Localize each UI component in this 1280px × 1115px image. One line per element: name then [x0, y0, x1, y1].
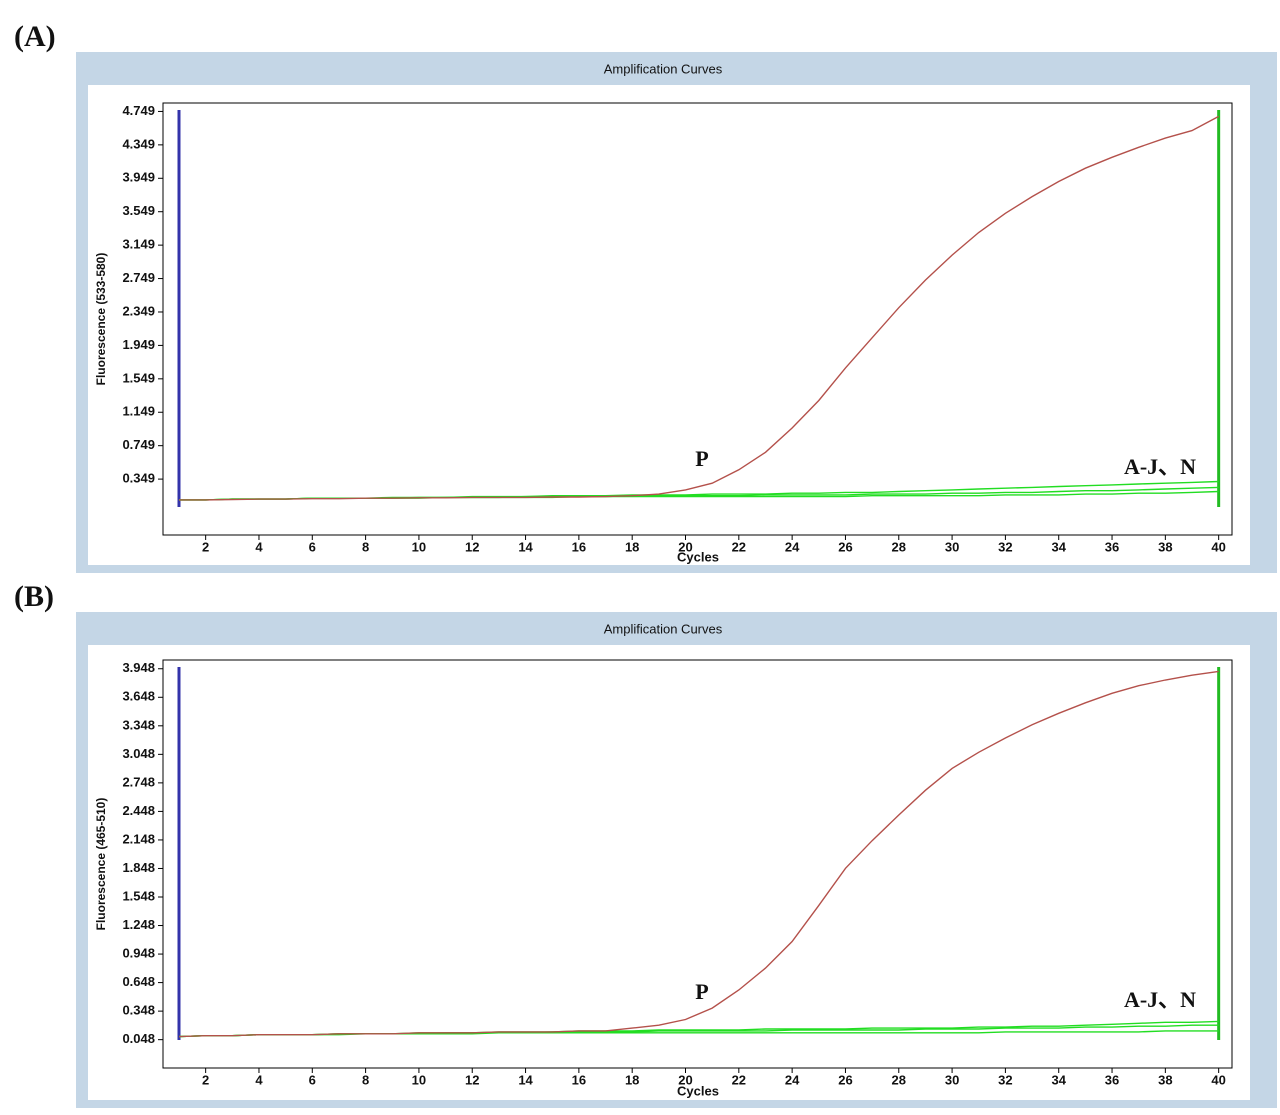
x-tick-label: 6 — [309, 1072, 316, 1087]
x-tick-label: 28 — [892, 539, 906, 554]
x-tick-label: 30 — [945, 1072, 959, 1087]
x-tick-label: 8 — [362, 539, 369, 554]
y-tick-label: 1.248 — [122, 917, 155, 932]
plot-frame — [162, 102, 1233, 536]
x-tick-label: 16 — [572, 539, 586, 554]
y-tick-label: 0.349 — [122, 471, 155, 486]
x-tick-label: 24 — [785, 1072, 800, 1087]
y-tick-label: 3.948 — [122, 660, 155, 675]
x-tick-label: 10 — [412, 539, 426, 554]
y-tick-label: 0.749 — [122, 437, 155, 452]
x-tick-label: 2 — [202, 1072, 209, 1087]
x-tick-label: 40 — [1211, 1072, 1225, 1087]
panel-label: (B) — [14, 580, 54, 613]
y-tick-label: 1.548 — [122, 888, 155, 903]
x-tick-label: 6 — [309, 539, 316, 554]
curve-annotation: A-J、N — [1124, 987, 1196, 1012]
x-tick-label: 18 — [625, 539, 639, 554]
y-tick-label: 1.549 — [122, 370, 155, 385]
x-tick-label: 22 — [732, 539, 746, 554]
x-tick-label: 38 — [1158, 1072, 1172, 1087]
y-tick-label: 1.848 — [122, 860, 155, 875]
y-tick-label: 4.749 — [122, 103, 155, 118]
y-tick-label: 3.949 — [122, 170, 155, 185]
curve — [179, 115, 1220, 501]
x-axis-label: Cycles — [677, 1083, 719, 1098]
x-tick-label: 20 — [678, 539, 692, 554]
x-tick-label: 36 — [1105, 539, 1119, 554]
x-tick-label: 10 — [412, 1072, 426, 1087]
panel-label: (A) — [14, 20, 56, 53]
y-tick-label: 0.348 — [122, 1003, 155, 1018]
y-tick-label: 0.048 — [122, 1031, 155, 1046]
y-tick-label: 3.348 — [122, 717, 155, 732]
plot-frame — [162, 659, 1233, 1069]
x-tick-label: 12 — [465, 539, 479, 554]
y-tick-label: 2.148 — [122, 831, 155, 846]
y-axis-label: Fluorescence (465-510) — [94, 798, 108, 931]
x-tick-label: 26 — [838, 539, 852, 554]
y-axis-label: Fluorescence (533-580) — [94, 253, 108, 386]
y-tick-label: 2.749 — [122, 270, 155, 285]
x-tick-label: 2 — [202, 539, 209, 554]
x-tick-label: 4 — [255, 1072, 263, 1087]
x-tick-label: 26 — [838, 1072, 852, 1087]
chart-area — [88, 85, 1250, 565]
curve — [178, 670, 1219, 1038]
x-tick-label: 40 — [1211, 539, 1225, 554]
y-tick-label: 0.648 — [122, 974, 155, 989]
chart-area — [88, 645, 1250, 1100]
x-tick-label: 8 — [362, 1072, 369, 1087]
x-tick-label: 18 — [625, 1072, 639, 1087]
y-tick-label: 0.948 — [122, 946, 155, 961]
x-tick-label: 34 — [1051, 539, 1066, 554]
x-tick-label: 4 — [255, 539, 263, 554]
curve-annotation: A-J、N — [1124, 454, 1196, 479]
y-tick-label: 4.349 — [122, 136, 155, 151]
y-tick-label: 2.349 — [122, 303, 155, 318]
x-tick-label: 14 — [518, 1072, 533, 1087]
x-tick-label: 12 — [465, 1072, 479, 1087]
x-tick-label: 22 — [732, 1072, 746, 1087]
y-tick-label: 2.448 — [122, 803, 155, 818]
curve-annotation: P — [695, 979, 708, 1004]
x-tick-label: 38 — [1158, 539, 1172, 554]
x-tick-label: 28 — [892, 1072, 906, 1087]
y-tick-label: 1.949 — [122, 337, 155, 352]
x-axis-label: Cycles — [677, 549, 719, 564]
x-tick-label: 30 — [945, 539, 959, 554]
x-tick-label: 36 — [1105, 1072, 1119, 1087]
y-tick-label: 3.149 — [122, 237, 155, 252]
chart-title: Amplification Curves — [604, 621, 723, 636]
x-tick-label: 32 — [998, 539, 1012, 554]
x-tick-label: 20 — [678, 1072, 692, 1087]
x-tick-label: 14 — [518, 539, 533, 554]
y-tick-label: 3.648 — [122, 689, 155, 704]
x-tick-label: 32 — [998, 1072, 1012, 1087]
curve-annotation: P — [695, 446, 708, 471]
chart-title: Amplification Curves — [604, 61, 723, 76]
y-tick-label: 3.549 — [122, 203, 155, 218]
y-tick-label: 3.048 — [122, 746, 155, 761]
y-tick-label: 1.149 — [122, 404, 155, 419]
x-tick-label: 34 — [1051, 1072, 1066, 1087]
x-tick-label: 24 — [785, 539, 800, 554]
x-tick-label: 16 — [572, 1072, 586, 1087]
y-tick-label: 2.748 — [122, 774, 155, 789]
